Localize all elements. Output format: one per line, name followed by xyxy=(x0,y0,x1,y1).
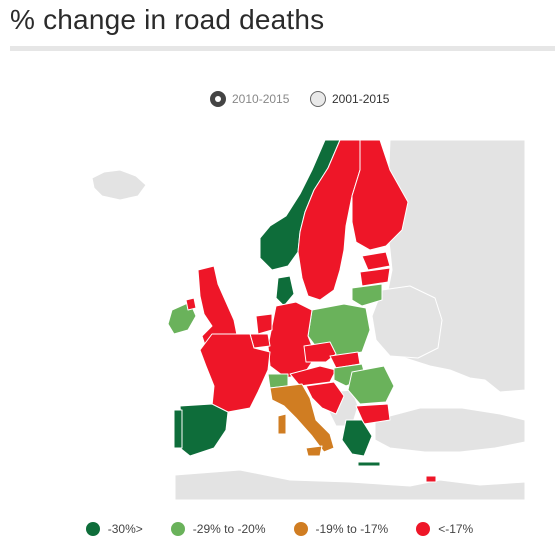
map-land-iceland xyxy=(91,169,147,201)
legend-label: -29% to -20% xyxy=(192,522,266,536)
map-country-lithuania xyxy=(351,283,383,307)
map-country-finland xyxy=(351,139,409,251)
legend-dot-icon xyxy=(85,522,100,536)
legend-dot-icon xyxy=(416,522,431,536)
map-country-france xyxy=(199,333,271,413)
map-legend: -30%> -29% to -20% -19% to -17% <-17% xyxy=(0,522,559,536)
legend-dot-icon xyxy=(293,522,308,536)
legend-label: -19% to -17% xyxy=(315,522,389,536)
map-country-bulgaria xyxy=(355,403,391,425)
map-land-belarus-ukraine xyxy=(371,285,443,359)
map-country-portugal xyxy=(173,409,183,449)
map-country-cyprus xyxy=(425,475,437,483)
europe-map-svg xyxy=(91,139,526,501)
title-divider xyxy=(10,46,555,51)
legend-item-orange[interactable]: -19% to -17% xyxy=(293,522,389,536)
legend-label: -30%> xyxy=(107,522,143,536)
map-country-latvia xyxy=(359,267,391,287)
map-country-crete xyxy=(357,461,381,467)
map-country-spain xyxy=(179,403,229,457)
map-country-estonia xyxy=(361,251,391,271)
period-toggle-label: 2010-2015 xyxy=(232,92,290,106)
map-country-northern-ireland xyxy=(185,297,197,311)
map-country-netherlands xyxy=(255,313,273,335)
legend-item-light-green[interactable]: -29% to -20% xyxy=(170,522,266,536)
map-country-sicily xyxy=(305,445,323,457)
map-land-turkey xyxy=(374,407,526,453)
map-land-north-africa xyxy=(174,469,526,501)
map-country-greece xyxy=(341,419,373,457)
period-toggle-2001-2015[interactable]: 2001-2015 xyxy=(310,91,389,107)
map-country-germany xyxy=(267,301,317,379)
radio-selected-icon[interactable] xyxy=(210,91,226,107)
europe-map xyxy=(90,130,530,501)
legend-item-dark-green[interactable]: -30%> xyxy=(85,522,143,536)
map-country-romania xyxy=(347,365,395,405)
period-toggle-2010-2015[interactable]: 2010-2015 xyxy=(210,91,289,107)
radio-unselected-icon[interactable] xyxy=(310,91,326,107)
map-country-denmark xyxy=(275,275,295,307)
legend-dot-icon xyxy=(170,522,185,536)
map-country-sardinia xyxy=(277,413,287,435)
legend-item-red[interactable]: <-17% xyxy=(416,522,473,536)
period-toggle-label: 2001-2015 xyxy=(332,92,390,106)
legend-label: <-17% xyxy=(438,522,474,536)
map-country-croatia xyxy=(305,381,345,415)
page-title: % change in road deaths xyxy=(10,4,325,35)
map-country-italy xyxy=(269,383,335,453)
